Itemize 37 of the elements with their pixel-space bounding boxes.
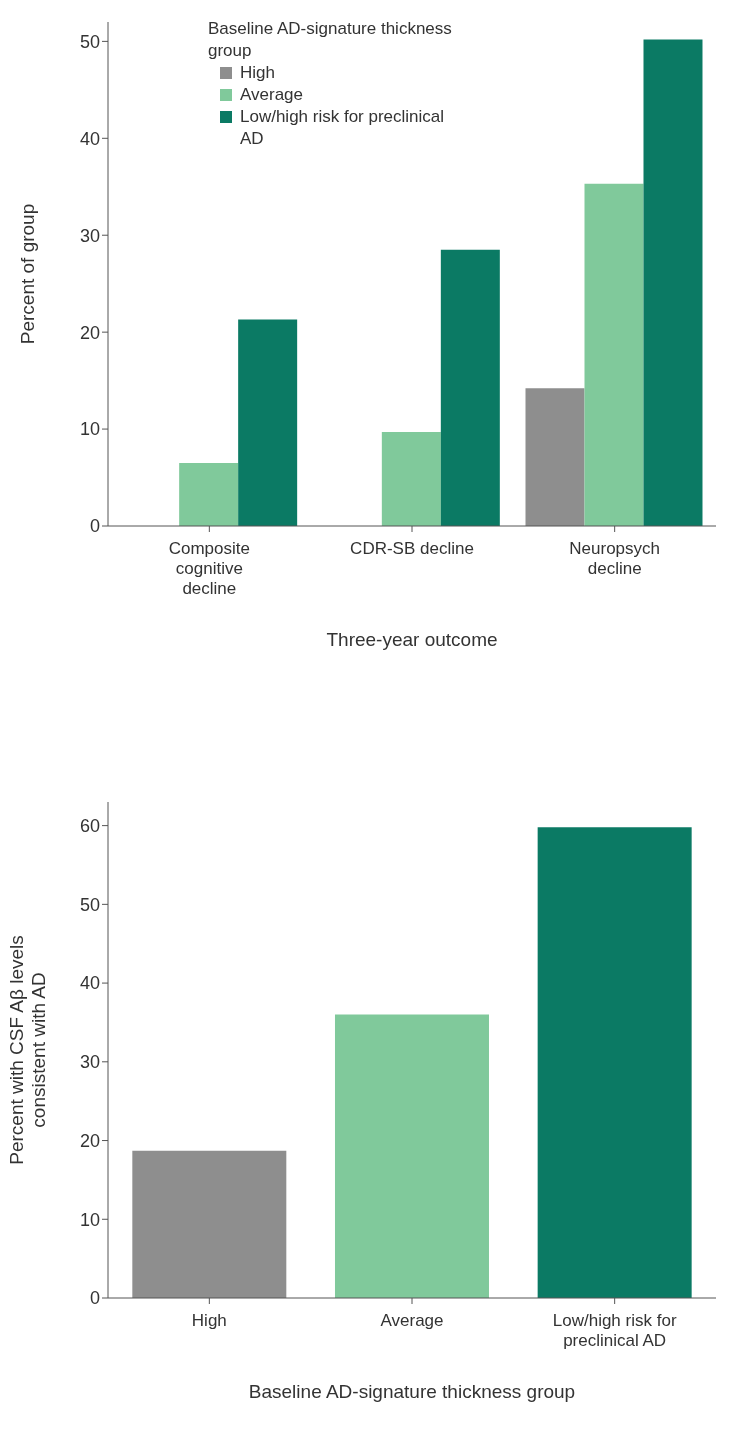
y-axis-title: Percent with CSF Aβ levels consistent with AD (6, 935, 49, 1165)
y-tick-label: 60 (79, 816, 100, 837)
x-tick-label: Average (380, 1311, 444, 1330)
bar (525, 388, 585, 526)
y-tick-label: 40 (79, 128, 100, 149)
bar (537, 827, 692, 1298)
y-tick-label: 20 (79, 322, 100, 343)
legend-title: Baseline AD-signature thickness group (208, 18, 453, 62)
y-tick-label: 10 (79, 1209, 100, 1230)
bar (334, 1014, 489, 1298)
bar (440, 249, 500, 526)
bar (643, 39, 703, 526)
bar (381, 431, 441, 526)
x-tick-label: High (191, 1311, 227, 1330)
x-axis-title: Three-year outcome (326, 629, 498, 650)
legend-label: Low/high risk for preclinical AD (240, 106, 446, 150)
y-axis-title: Percent of group (17, 203, 38, 345)
y-tick-label: 50 (79, 31, 100, 52)
bar (179, 463, 239, 526)
y-tick-label: 20 (79, 1130, 100, 1151)
y-tick-label: 10 (79, 419, 100, 440)
y-tick-label: 30 (79, 225, 100, 246)
bar (584, 183, 644, 526)
x-tick-label: CDR-SB decline (350, 539, 474, 558)
y-tick-label: 0 (89, 516, 100, 537)
x-tick-label: Neuropsych decline (569, 539, 661, 578)
bar (132, 1150, 287, 1298)
legend-label: Average (240, 84, 304, 106)
y-tick-label: 50 (79, 894, 100, 915)
bar (238, 319, 298, 526)
y-tick-label: 30 (79, 1052, 100, 1073)
x-tick-label: Composite cognitive decline (168, 539, 250, 598)
legend-label: High (240, 62, 275, 84)
y-tick-label: 0 (89, 1288, 100, 1309)
x-axis-title: Baseline AD-signature thickness group (248, 1381, 576, 1402)
y-tick-label: 40 (79, 973, 100, 994)
x-tick-label: Low/high risk for preclinical AD (552, 1311, 677, 1350)
